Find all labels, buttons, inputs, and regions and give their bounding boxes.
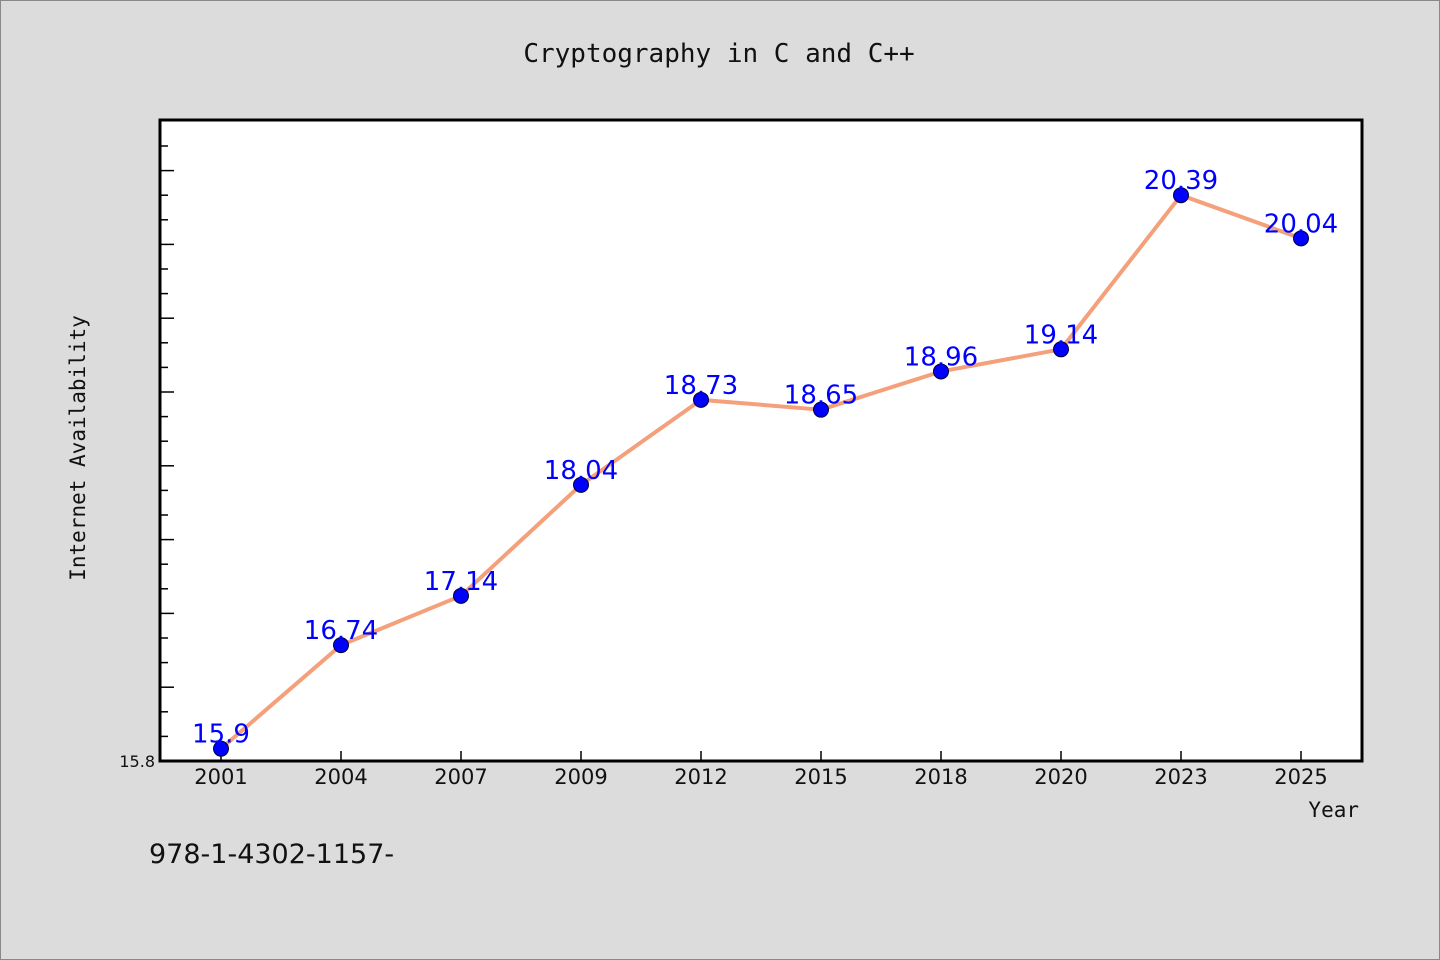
data-labels: 15.9 16.74 17.14 18.04 18.73 18.65 18.96 19.14 2…: [192, 166, 1338, 749]
data-point: [1173, 187, 1189, 204]
data-label: 18.73: [664, 371, 738, 401]
data-label: 18.96: [904, 342, 978, 372]
y-axis-label: Internet Availability: [66, 315, 90, 581]
data-label: 18.04: [544, 456, 618, 486]
x-tick-label: 2004: [314, 765, 367, 789]
x-tick-label: 2018: [914, 765, 967, 789]
data-point: [333, 637, 349, 654]
data-point: [693, 391, 709, 408]
x-tick-label: 2012: [674, 765, 727, 789]
y-axis-ticks: [160, 145, 174, 762]
x-tick-label: 2025: [1274, 765, 1327, 789]
y-tick-label: 15.8: [119, 752, 155, 771]
data-label: 18.65: [784, 381, 858, 411]
data-points: [213, 187, 1309, 757]
x-tick-label: 2007: [434, 765, 487, 789]
data-label: 16.74: [304, 616, 378, 646]
data-point: [1053, 341, 1069, 358]
data-label: 19.14: [1024, 320, 1098, 350]
x-axis-tick-labels: 2001 2004 2007 2009 2012 2015 2018 2020 2023 2025: [194, 765, 1327, 789]
x-tick-label: 2001: [194, 765, 247, 789]
isbn-text: 978-1-4302-1157-: [149, 839, 394, 870]
x-tick-label: 2020: [1034, 765, 1087, 789]
series-line: [219, 193, 1302, 751]
plot-area: [158, 118, 1364, 763]
x-tick-label: 2015: [794, 765, 847, 789]
data-point: [213, 740, 229, 757]
data-point: [813, 401, 829, 418]
x-axis-label: Year: [1308, 798, 1359, 822]
x-tick-label: 2023: [1154, 765, 1207, 789]
data-point: [453, 587, 469, 604]
data-label: 20.04: [1264, 209, 1338, 239]
data-point: [573, 476, 589, 493]
data-label: 17.14: [424, 567, 498, 597]
data-label: 20.39: [1144, 166, 1218, 196]
data-point: [1293, 230, 1309, 247]
x-tick-label: 2009: [554, 765, 607, 789]
data-label: 15.9: [192, 720, 250, 750]
chart-title: Cryptography in C and C++: [523, 39, 914, 69]
data-point: [933, 363, 949, 380]
